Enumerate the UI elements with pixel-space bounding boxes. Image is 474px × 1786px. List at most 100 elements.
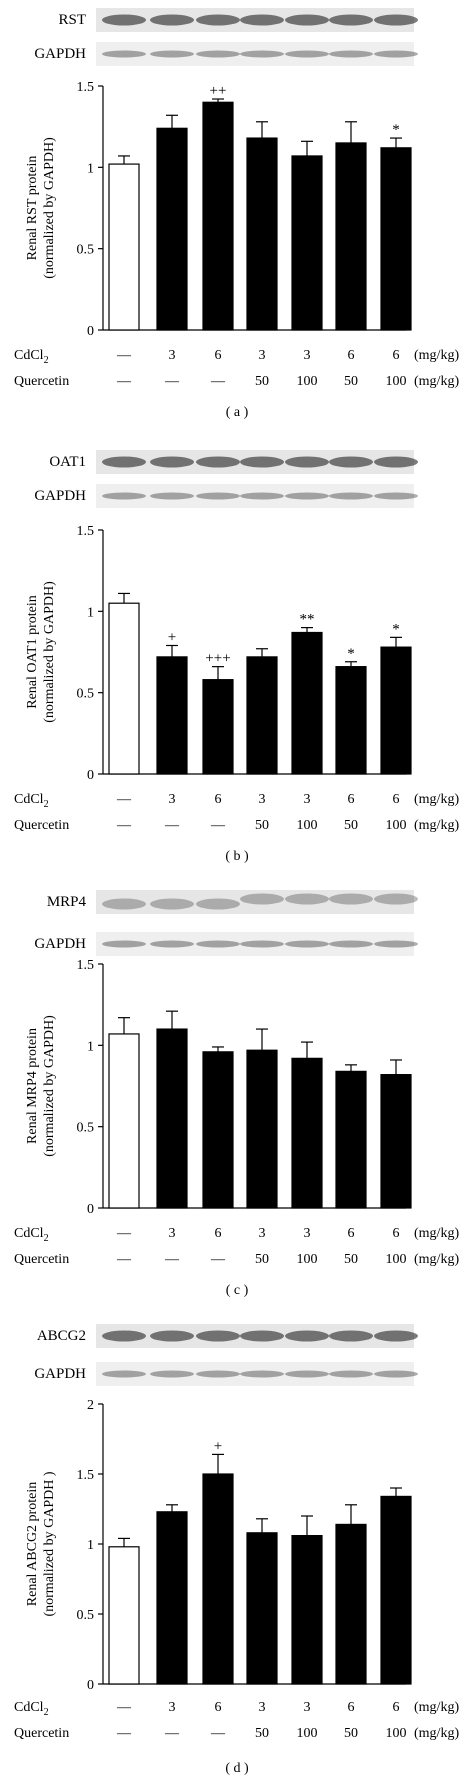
blot-band [196, 14, 240, 26]
quercetin-row-unit: (mg/kg) [414, 818, 459, 833]
y-tick-label: 1 [87, 1039, 94, 1054]
quercetin-row-value: — [210, 1252, 226, 1267]
panel-label: ( c ) [226, 1283, 249, 1298]
significance-marker: * [392, 621, 400, 637]
bar [156, 1028, 188, 1209]
significance-marker: * [347, 646, 355, 662]
blot-band [196, 898, 240, 910]
quercetin-row-value: — [116, 374, 132, 389]
cdcl2-row-value: 3 [259, 348, 266, 363]
cdcl2-row-unit: (mg/kg) [414, 348, 459, 363]
quercetin-row-value: — [116, 1252, 132, 1267]
blot-band [329, 492, 373, 500]
quercetin-row-value: 100 [386, 1726, 407, 1741]
panel-3: MRP4 GAPDH 0 0.5 1 1.5 Renal MRP4 protein (norm… [14, 890, 459, 1298]
quercetin-row-value: 50 [255, 1726, 269, 1741]
quercetin-row-value: 50 [255, 818, 269, 833]
blot-band [285, 50, 329, 58]
cdcl2-row-value: — [116, 1700, 132, 1715]
cdcl2-row-label: CdCl2 [14, 1226, 49, 1244]
blot-band [240, 893, 284, 905]
blot-band [329, 14, 373, 26]
bar [202, 679, 234, 775]
panel-2: OAT1 GAPDH 0 0.5 1 1.5 Renal OAT1 protein (norm… [14, 450, 459, 864]
bar [335, 666, 367, 775]
blot-band [150, 898, 194, 910]
bar [246, 1532, 278, 1685]
blot-band [285, 14, 329, 26]
blot-band [150, 1330, 194, 1342]
bar [156, 1511, 188, 1685]
bar [291, 1057, 323, 1209]
cdcl2-row-value: 6 [348, 1700, 355, 1715]
blot-band [285, 940, 329, 948]
blot-label-gapdh: GAPDH [34, 488, 86, 504]
cdcl2-row-value: 3 [259, 792, 266, 807]
y-tick-label: 1.5 [77, 80, 95, 95]
quercetin-row-value: — [210, 374, 226, 389]
quercetin-row-value: 100 [386, 1252, 407, 1267]
cdcl2-row-value: — [116, 792, 132, 807]
blot-band [240, 14, 284, 26]
bar [108, 163, 140, 331]
blot-band [196, 1330, 240, 1342]
blot-label-target: RST [58, 12, 86, 28]
quercetin-row-value: 50 [344, 1252, 358, 1267]
bar [156, 656, 188, 775]
bar [246, 656, 278, 775]
cdcl2-row-value: 3 [304, 1226, 311, 1241]
cdcl2-row-value: 3 [304, 348, 311, 363]
blot-band [240, 456, 284, 468]
significance-marker: ++ [210, 83, 227, 99]
y-axis-label-2: (normalized by GAPDH) [42, 1015, 57, 1157]
quercetin-row-value: — [210, 818, 226, 833]
cdcl2-row-value: — [116, 1226, 132, 1241]
blot-band [329, 456, 373, 468]
blot-band [150, 1370, 194, 1378]
blot-band [285, 1370, 329, 1378]
cdcl2-row-value: 6 [215, 348, 222, 363]
blot-label-target: OAT1 [49, 454, 86, 470]
y-tick-label: 1 [87, 1538, 94, 1553]
quercetin-row-label: Quercetin [14, 1252, 69, 1267]
quercetin-row-value: — [210, 1726, 226, 1741]
cdcl2-row-value: 6 [215, 1700, 222, 1715]
y-tick-label: 0 [87, 1678, 94, 1693]
y-axis-label-2: (normalized by GAPDH ) [42, 1471, 57, 1616]
blot-band [102, 14, 146, 26]
cdcl2-row-label: CdCl2 [14, 792, 49, 810]
blot-band [196, 50, 240, 58]
quercetin-row-value: — [116, 818, 132, 833]
y-tick-label: 0.5 [77, 687, 95, 702]
quercetin-row-value: — [164, 1726, 180, 1741]
western-blot: ABCG2 GAPDH [34, 1324, 418, 1386]
blot-band [150, 492, 194, 500]
blot-band [102, 940, 146, 948]
panel-label: ( b ) [225, 849, 249, 864]
cdcl2-row-value: 3 [304, 792, 311, 807]
cdcl2-row-unit: (mg/kg) [414, 792, 459, 807]
quercetin-row-value: 50 [255, 1252, 269, 1267]
y-tick-label: 0 [87, 768, 94, 783]
cdcl2-row-value: 6 [215, 792, 222, 807]
blot-band [102, 898, 146, 910]
blot-band [374, 50, 418, 58]
blot-strip-target [96, 890, 414, 914]
panel-4: ABCG2 GAPDH 0 0.5 1 1.5 2 Renal ABCG2 protein (n… [14, 1324, 459, 1776]
blot-band [374, 1370, 418, 1378]
blot-band [150, 940, 194, 948]
quercetin-row-unit: (mg/kg) [414, 374, 459, 389]
blot-strip-gapdh [96, 484, 414, 508]
quercetin-row-label: Quercetin [14, 374, 69, 389]
western-blot: RST GAPDH [34, 8, 418, 66]
blot-band [285, 1330, 329, 1342]
significance-marker: ** [300, 612, 315, 628]
blot-label-gapdh: GAPDH [34, 46, 86, 62]
bar [246, 1049, 278, 1209]
y-tick-label: 1.5 [77, 958, 95, 973]
quercetin-row-value: 100 [297, 1252, 318, 1267]
y-tick-label: 1 [87, 161, 94, 176]
cdcl2-row-value: 6 [348, 348, 355, 363]
blot-band [150, 50, 194, 58]
